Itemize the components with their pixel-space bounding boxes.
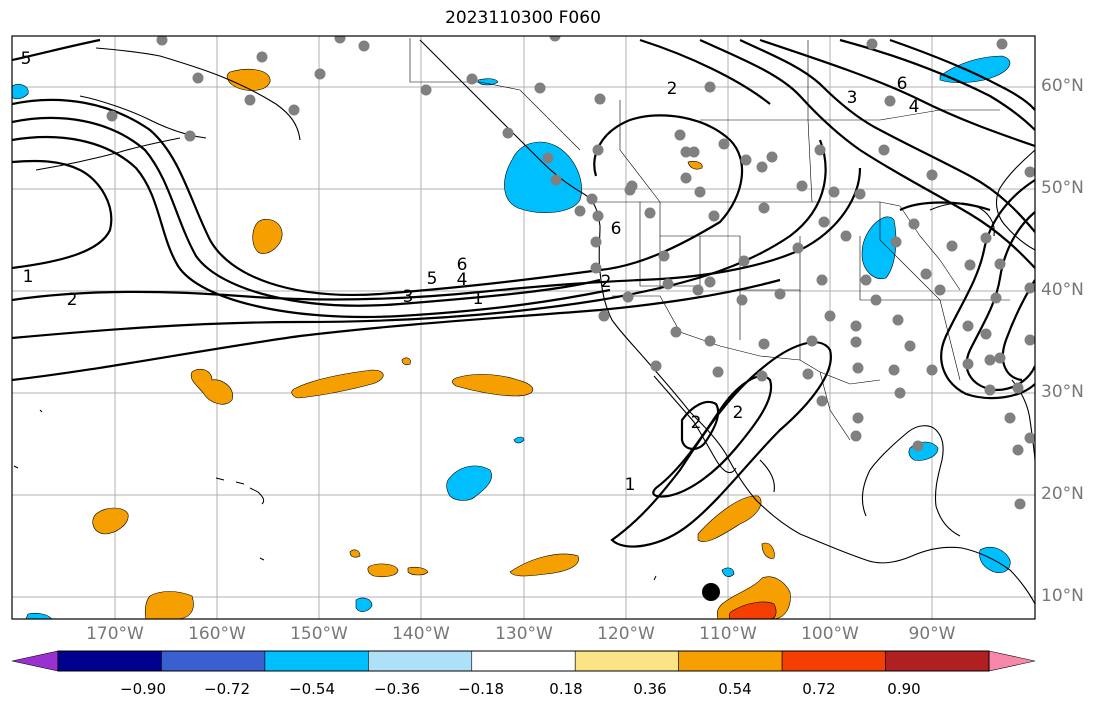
colorbar-extend-high — [988, 650, 1036, 672]
islands — [13, 409, 657, 581]
colorbar-tick-label: 0.54 — [718, 680, 752, 698]
colorbar-tick-label: −0.54 — [289, 680, 335, 698]
anomaly-fills — [12, 55, 1011, 619]
lon-tick-label: 100°W — [801, 624, 859, 644]
orange-patch — [401, 357, 411, 366]
lat-tick-label: 40°N — [1041, 280, 1084, 300]
contour-label: 1 — [473, 289, 484, 309]
contour-labels: 5 2 3 6 4 1 2 6 5 3 4 1 6 2 1 2 2 — [21, 49, 920, 495]
blue-patch — [355, 597, 373, 612]
storm-center-marker — [702, 583, 720, 601]
colorbar-tick-label: −0.36 — [374, 680, 420, 698]
orange-patch — [407, 566, 429, 576]
red-patch — [728, 601, 777, 619]
lat-tick-label: 50°N — [1041, 178, 1084, 198]
lat-tick-label: 20°N — [1041, 484, 1084, 504]
contour-label: 3 — [403, 287, 414, 307]
orange-patch — [761, 542, 775, 559]
coastlines — [35, 39, 1035, 605]
colorbar-tick-label: 0.18 — [549, 680, 583, 698]
colorbar-segment — [264, 650, 369, 672]
contour-label: 2 — [691, 413, 702, 433]
colorbar-tick-label: −0.90 — [120, 680, 166, 698]
contour-label: 3 — [847, 88, 858, 108]
borders — [409, 38, 1010, 441]
colorbar-segment — [368, 650, 473, 672]
colorbar-extend-low — [11, 650, 59, 672]
orange-patch — [226, 69, 271, 91]
contour-label: 4 — [909, 97, 920, 117]
lon-tick-label: 130°W — [495, 624, 553, 644]
contour-label: 5 — [21, 49, 32, 69]
blue-patch — [861, 216, 897, 280]
contour-label: 2 — [601, 272, 612, 292]
orange-patch — [190, 368, 233, 405]
blue-patch — [446, 465, 492, 501]
lat-tick-label: 30°N — [1041, 382, 1084, 402]
blue-patch — [513, 436, 525, 444]
blue-patch — [25, 612, 53, 619]
orange-patch — [349, 549, 361, 558]
contour-label: 5 — [427, 269, 438, 289]
orange-patch — [697, 495, 762, 542]
colorbar-tick-label: 0.90 — [887, 680, 921, 698]
blue-patch — [721, 567, 735, 577]
contour-label: 2 — [733, 403, 744, 423]
colorbar-tick-label: 0.36 — [633, 680, 667, 698]
contour-label: 6 — [611, 219, 622, 239]
map-title: 2023110300 F060 — [445, 8, 601, 28]
colorbar-segment — [678, 650, 783, 672]
colorbar-segment — [781, 650, 886, 672]
contour-label: 6 — [897, 74, 908, 94]
orange-patch — [144, 591, 194, 619]
colorbar-tick-label: −0.72 — [204, 680, 250, 698]
orange-patch — [291, 369, 384, 399]
blue-patch — [504, 141, 582, 213]
weather-map: 5 2 3 6 4 1 2 6 5 3 4 1 6 2 1 2 2 — [11, 35, 1036, 620]
colorbar-segment — [161, 650, 266, 672]
lon-tick-label: 120°W — [597, 624, 655, 644]
contour-label: 2 — [667, 79, 678, 99]
orange-patch — [252, 219, 283, 254]
contour-label: 1 — [625, 475, 636, 495]
colorbar-segment — [57, 650, 162, 672]
lon-tick-label: 140°W — [392, 624, 450, 644]
contour-label: 6 — [457, 255, 468, 275]
map-frame — [11, 35, 1036, 620]
colorbar-tick-label: 0.72 — [802, 680, 836, 698]
contour-label: 4 — [457, 270, 468, 290]
blue-patch — [477, 78, 499, 86]
graticule — [12, 36, 1035, 619]
colorbar-segment — [885, 650, 990, 672]
colorbar-segment — [471, 650, 576, 672]
contour-label: 1 — [23, 267, 34, 287]
lat-tick-label: 60°N — [1041, 76, 1084, 96]
colorbar-segment — [574, 650, 679, 672]
orange-patch — [509, 553, 579, 577]
lon-tick-label: 90°W — [908, 624, 956, 644]
lat-tick-label: 10°N — [1041, 586, 1084, 606]
orange-patch — [687, 160, 703, 170]
lon-tick-label: 150°W — [290, 624, 348, 644]
contour-label: 2 — [67, 290, 78, 310]
lon-tick-label: 160°W — [188, 624, 246, 644]
lon-tick-label: 110°W — [699, 624, 757, 644]
station-dots — [106, 36, 1035, 510]
colorbar-tick-label: −0.18 — [458, 680, 504, 698]
orange-patch — [92, 507, 129, 535]
orange-patch — [451, 374, 534, 397]
blue-patch — [12, 84, 29, 100]
orange-patch — [367, 563, 399, 578]
lon-tick-label: 170°W — [86, 624, 144, 644]
contours — [12, 38, 1035, 548]
